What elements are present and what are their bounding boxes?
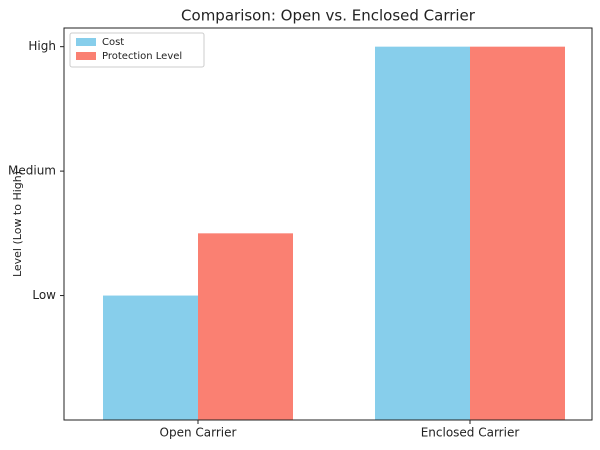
bar [198,233,293,420]
y-axis-label: Level (Low to High) [11,171,24,277]
y-tick-label: Medium [8,164,56,178]
legend-box [69,32,205,68]
plot-frame [63,27,593,421]
legend-swatch [76,38,96,46]
x-tick-label: Open Carrier [160,426,237,440]
x-tick-label: Enclosed Carrier [421,426,520,440]
legend-swatch [76,52,96,60]
bar [470,46,565,421]
legend-text: Protection Level [102,51,182,62]
bar [375,46,470,421]
y-tick-label: High [28,39,56,53]
chart-title: Comparison: Open vs. Enclosed Carrier [181,7,476,25]
legend-text: Cost [102,37,124,48]
bar [103,295,198,420]
y-tick-label: Low [32,288,56,302]
